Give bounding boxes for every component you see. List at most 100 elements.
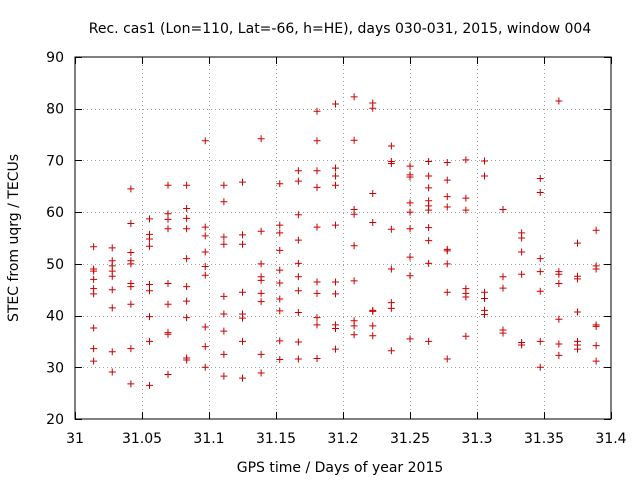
data-point xyxy=(369,307,377,315)
data-point xyxy=(481,172,489,180)
data-point xyxy=(536,175,544,183)
data-point xyxy=(313,278,321,286)
data-point xyxy=(183,205,191,213)
data-point xyxy=(276,221,284,229)
data-point xyxy=(518,341,526,349)
data-point xyxy=(313,167,321,175)
x-tick-label: 31.35 xyxy=(524,431,564,447)
data-point xyxy=(443,158,451,166)
data-point xyxy=(406,272,414,280)
data-point xyxy=(276,279,284,287)
data-point xyxy=(90,357,98,365)
data-point xyxy=(536,363,544,371)
data-point xyxy=(406,199,414,207)
data-point xyxy=(555,340,563,348)
data-point xyxy=(313,107,321,115)
data-point xyxy=(239,314,246,322)
grid-lines xyxy=(75,57,611,419)
data-point xyxy=(592,342,600,350)
data-point xyxy=(276,295,284,303)
x-tick-label: 31.3 xyxy=(461,431,492,447)
data-point xyxy=(350,210,358,218)
data-point xyxy=(294,236,302,244)
y-tick-label: 30 xyxy=(46,360,64,376)
data-point xyxy=(108,368,116,376)
data-point xyxy=(369,322,377,330)
data-point xyxy=(331,221,339,229)
data-point xyxy=(220,310,228,318)
data-point xyxy=(425,237,433,245)
y-tick-label: 40 xyxy=(46,309,64,325)
data-point xyxy=(276,266,284,274)
data-point xyxy=(201,232,209,240)
data-point xyxy=(425,206,433,214)
data-point xyxy=(350,277,358,285)
data-point xyxy=(425,224,433,232)
data-point xyxy=(220,240,228,248)
data-point xyxy=(499,329,507,337)
x-tick-label: 31 xyxy=(66,431,84,447)
data-point xyxy=(294,338,302,346)
data-point xyxy=(127,248,135,256)
data-point xyxy=(555,280,563,288)
data-point xyxy=(369,332,377,340)
data-point xyxy=(108,272,116,280)
data-point xyxy=(499,284,507,292)
data-point xyxy=(257,298,265,306)
data-point xyxy=(220,292,228,300)
data-point xyxy=(183,314,191,322)
data-point xyxy=(294,273,302,281)
data-point xyxy=(127,260,135,268)
data-point xyxy=(294,287,302,295)
data-point xyxy=(127,220,135,228)
data-point xyxy=(127,300,135,308)
data-point xyxy=(387,142,395,150)
data-point xyxy=(257,260,265,268)
data-point xyxy=(462,194,470,202)
data-point xyxy=(462,293,470,301)
y-tick-label: 20 xyxy=(46,412,64,428)
data-point xyxy=(443,288,451,296)
data-point xyxy=(331,100,339,108)
data-point xyxy=(164,215,172,223)
data-point xyxy=(406,335,414,343)
x-tick-label: 31.4 xyxy=(595,431,626,447)
data-point xyxy=(331,181,339,189)
data-point xyxy=(462,332,470,340)
data-point xyxy=(425,157,433,165)
data-point xyxy=(164,300,172,308)
data-point xyxy=(90,290,98,298)
data-point xyxy=(183,356,191,364)
data-point xyxy=(406,253,414,261)
y-tick-label: 90 xyxy=(46,50,64,66)
data-point xyxy=(220,372,228,380)
data-point xyxy=(350,93,358,101)
data-point xyxy=(592,322,600,330)
data-point xyxy=(443,247,451,255)
data-point xyxy=(276,246,284,254)
data-point xyxy=(220,181,228,189)
data-point xyxy=(146,287,154,295)
x-axis-label: GPS time / Days of year 2015 xyxy=(237,460,444,476)
data-point xyxy=(369,104,377,112)
data-points xyxy=(90,93,600,389)
data-point xyxy=(90,243,98,251)
data-point xyxy=(276,180,284,188)
data-point xyxy=(350,331,358,339)
data-point xyxy=(127,185,135,193)
data-point xyxy=(518,234,526,242)
data-point xyxy=(164,371,172,379)
data-point xyxy=(331,325,339,332)
data-point xyxy=(536,255,544,263)
data-point xyxy=(425,172,433,180)
data-point xyxy=(201,223,209,231)
data-point xyxy=(331,164,339,172)
data-point xyxy=(443,193,451,201)
data-point xyxy=(555,315,563,323)
data-point xyxy=(90,345,98,353)
y-axis-label: STEC from uqrg / TECUs xyxy=(6,154,22,322)
data-point xyxy=(406,173,414,181)
data-point xyxy=(239,231,246,239)
data-point xyxy=(387,347,395,355)
